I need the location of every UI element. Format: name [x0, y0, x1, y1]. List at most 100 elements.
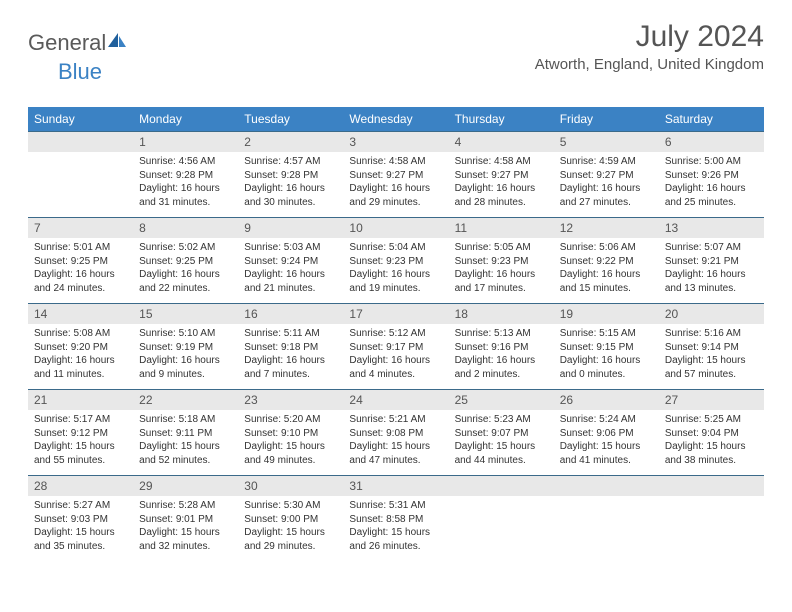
day-details: Sunrise: 5:17 AMSunset: 9:12 PMDaylight:…	[28, 410, 133, 471]
day-number: 15	[133, 304, 238, 324]
day-number: 12	[554, 218, 659, 238]
day-details: Sunrise: 5:01 AMSunset: 9:25 PMDaylight:…	[28, 238, 133, 299]
calendar-day-cell: 13Sunrise: 5:07 AMSunset: 9:21 PMDayligh…	[659, 218, 764, 304]
calendar-week-row: 28Sunrise: 5:27 AMSunset: 9:03 PMDayligh…	[28, 476, 764, 562]
day-details: Sunrise: 5:12 AMSunset: 9:17 PMDaylight:…	[343, 324, 448, 385]
calendar-day-cell: 3Sunrise: 4:58 AMSunset: 9:27 PMDaylight…	[343, 132, 448, 218]
weekday-header: Thursday	[449, 107, 554, 132]
calendar-day-cell: 21Sunrise: 5:17 AMSunset: 9:12 PMDayligh…	[28, 390, 133, 476]
calendar-day-cell: 19Sunrise: 5:15 AMSunset: 9:15 PMDayligh…	[554, 304, 659, 390]
day-number: 25	[449, 390, 554, 410]
calendar-day-cell: 9Sunrise: 5:03 AMSunset: 9:24 PMDaylight…	[238, 218, 343, 304]
day-details: Sunrise: 5:02 AMSunset: 9:25 PMDaylight:…	[133, 238, 238, 299]
day-number: 23	[238, 390, 343, 410]
day-number: 11	[449, 218, 554, 238]
day-number: 7	[28, 218, 133, 238]
day-number: 18	[449, 304, 554, 324]
day-number: 6	[659, 132, 764, 152]
day-number: 26	[554, 390, 659, 410]
day-details: Sunrise: 4:58 AMSunset: 9:27 PMDaylight:…	[343, 152, 448, 213]
calendar-day-cell: 30Sunrise: 5:30 AMSunset: 9:00 PMDayligh…	[238, 476, 343, 562]
day-number: 17	[343, 304, 448, 324]
day-number: 16	[238, 304, 343, 324]
day-details: Sunrise: 4:56 AMSunset: 9:28 PMDaylight:…	[133, 152, 238, 213]
day-details: Sunrise: 5:04 AMSunset: 9:23 PMDaylight:…	[343, 238, 448, 299]
day-details: Sunrise: 4:58 AMSunset: 9:27 PMDaylight:…	[449, 152, 554, 213]
day-details: Sunrise: 5:24 AMSunset: 9:06 PMDaylight:…	[554, 410, 659, 471]
day-details: Sunrise: 4:59 AMSunset: 9:27 PMDaylight:…	[554, 152, 659, 213]
day-number: 1	[133, 132, 238, 152]
day-details: Sunrise: 5:13 AMSunset: 9:16 PMDaylight:…	[449, 324, 554, 385]
day-details: Sunrise: 5:10 AMSunset: 9:19 PMDaylight:…	[133, 324, 238, 385]
day-details: Sunrise: 5:07 AMSunset: 9:21 PMDaylight:…	[659, 238, 764, 299]
calendar-day-cell: 15Sunrise: 5:10 AMSunset: 9:19 PMDayligh…	[133, 304, 238, 390]
logo-sail-icon	[106, 31, 128, 56]
day-number: 30	[238, 476, 343, 496]
day-number: 14	[28, 304, 133, 324]
calendar-day-cell: 8Sunrise: 5:02 AMSunset: 9:25 PMDaylight…	[133, 218, 238, 304]
calendar-day-cell: 28Sunrise: 5:27 AMSunset: 9:03 PMDayligh…	[28, 476, 133, 562]
day-number: 3	[343, 132, 448, 152]
day-details: Sunrise: 5:25 AMSunset: 9:04 PMDaylight:…	[659, 410, 764, 471]
day-details: Sunrise: 5:20 AMSunset: 9:10 PMDaylight:…	[238, 410, 343, 471]
calendar-day-cell: 20Sunrise: 5:16 AMSunset: 9:14 PMDayligh…	[659, 304, 764, 390]
day-details: Sunrise: 5:11 AMSunset: 9:18 PMDaylight:…	[238, 324, 343, 385]
day-number-empty	[659, 476, 764, 496]
calendar-day-cell: 29Sunrise: 5:28 AMSunset: 9:01 PMDayligh…	[133, 476, 238, 562]
day-number: 4	[449, 132, 554, 152]
day-details: Sunrise: 5:28 AMSunset: 9:01 PMDaylight:…	[133, 496, 238, 557]
calendar-day-cell: 12Sunrise: 5:06 AMSunset: 9:22 PMDayligh…	[554, 218, 659, 304]
day-details: Sunrise: 5:27 AMSunset: 9:03 PMDaylight:…	[28, 496, 133, 557]
calendar-day-cell: 10Sunrise: 5:04 AMSunset: 9:23 PMDayligh…	[343, 218, 448, 304]
day-details: Sunrise: 5:03 AMSunset: 9:24 PMDaylight:…	[238, 238, 343, 299]
calendar-day-cell: 14Sunrise: 5:08 AMSunset: 9:20 PMDayligh…	[28, 304, 133, 390]
calendar-day-cell	[554, 476, 659, 562]
calendar-day-cell: 25Sunrise: 5:23 AMSunset: 9:07 PMDayligh…	[449, 390, 554, 476]
day-number: 8	[133, 218, 238, 238]
calendar-day-cell: 17Sunrise: 5:12 AMSunset: 9:17 PMDayligh…	[343, 304, 448, 390]
calendar-day-cell: 27Sunrise: 5:25 AMSunset: 9:04 PMDayligh…	[659, 390, 764, 476]
day-details: Sunrise: 5:06 AMSunset: 9:22 PMDaylight:…	[554, 238, 659, 299]
calendar-day-cell: 24Sunrise: 5:21 AMSunset: 9:08 PMDayligh…	[343, 390, 448, 476]
weekday-header: Sunday	[28, 107, 133, 132]
day-details: Sunrise: 5:31 AMSunset: 8:58 PMDaylight:…	[343, 496, 448, 557]
day-number: 29	[133, 476, 238, 496]
weekday-header: Saturday	[659, 107, 764, 132]
day-number: 10	[343, 218, 448, 238]
weekday-header: Tuesday	[238, 107, 343, 132]
calendar-week-row: 21Sunrise: 5:17 AMSunset: 9:12 PMDayligh…	[28, 390, 764, 476]
calendar-body: 1Sunrise: 4:56 AMSunset: 9:28 PMDaylight…	[28, 132, 764, 562]
day-number-empty	[554, 476, 659, 496]
day-details: Sunrise: 5:05 AMSunset: 9:23 PMDaylight:…	[449, 238, 554, 299]
calendar-day-cell: 6Sunrise: 5:00 AMSunset: 9:26 PMDaylight…	[659, 132, 764, 218]
day-details: Sunrise: 5:15 AMSunset: 9:15 PMDaylight:…	[554, 324, 659, 385]
calendar-week-row: 7Sunrise: 5:01 AMSunset: 9:25 PMDaylight…	[28, 218, 764, 304]
day-details: Sunrise: 5:00 AMSunset: 9:26 PMDaylight:…	[659, 152, 764, 213]
weekday-header: Wednesday	[343, 107, 448, 132]
day-details: Sunrise: 5:21 AMSunset: 9:08 PMDaylight:…	[343, 410, 448, 471]
weekday-header-row: SundayMondayTuesdayWednesdayThursdayFrid…	[28, 107, 764, 132]
day-number: 21	[28, 390, 133, 410]
day-details: Sunrise: 5:18 AMSunset: 9:11 PMDaylight:…	[133, 410, 238, 471]
calendar-week-row: 1Sunrise: 4:56 AMSunset: 9:28 PMDaylight…	[28, 132, 764, 218]
calendar-day-cell: 23Sunrise: 5:20 AMSunset: 9:10 PMDayligh…	[238, 390, 343, 476]
logo-text-general: General	[28, 30, 106, 56]
day-details: Sunrise: 5:16 AMSunset: 9:14 PMDaylight:…	[659, 324, 764, 385]
calendar-day-cell	[659, 476, 764, 562]
day-number: 20	[659, 304, 764, 324]
calendar-day-cell: 1Sunrise: 4:56 AMSunset: 9:28 PMDaylight…	[133, 132, 238, 218]
logo: General	[28, 20, 130, 56]
day-details: Sunrise: 5:30 AMSunset: 9:00 PMDaylight:…	[238, 496, 343, 557]
day-details: Sunrise: 5:23 AMSunset: 9:07 PMDaylight:…	[449, 410, 554, 471]
day-number: 2	[238, 132, 343, 152]
day-number: 22	[133, 390, 238, 410]
day-details: Sunrise: 5:08 AMSunset: 9:20 PMDaylight:…	[28, 324, 133, 385]
day-number: 9	[238, 218, 343, 238]
calendar-day-cell: 4Sunrise: 4:58 AMSunset: 9:27 PMDaylight…	[449, 132, 554, 218]
calendar-day-cell	[28, 132, 133, 218]
day-number: 28	[28, 476, 133, 496]
calendar-day-cell	[449, 476, 554, 562]
day-number: 27	[659, 390, 764, 410]
weekday-header: Friday	[554, 107, 659, 132]
day-number: 13	[659, 218, 764, 238]
